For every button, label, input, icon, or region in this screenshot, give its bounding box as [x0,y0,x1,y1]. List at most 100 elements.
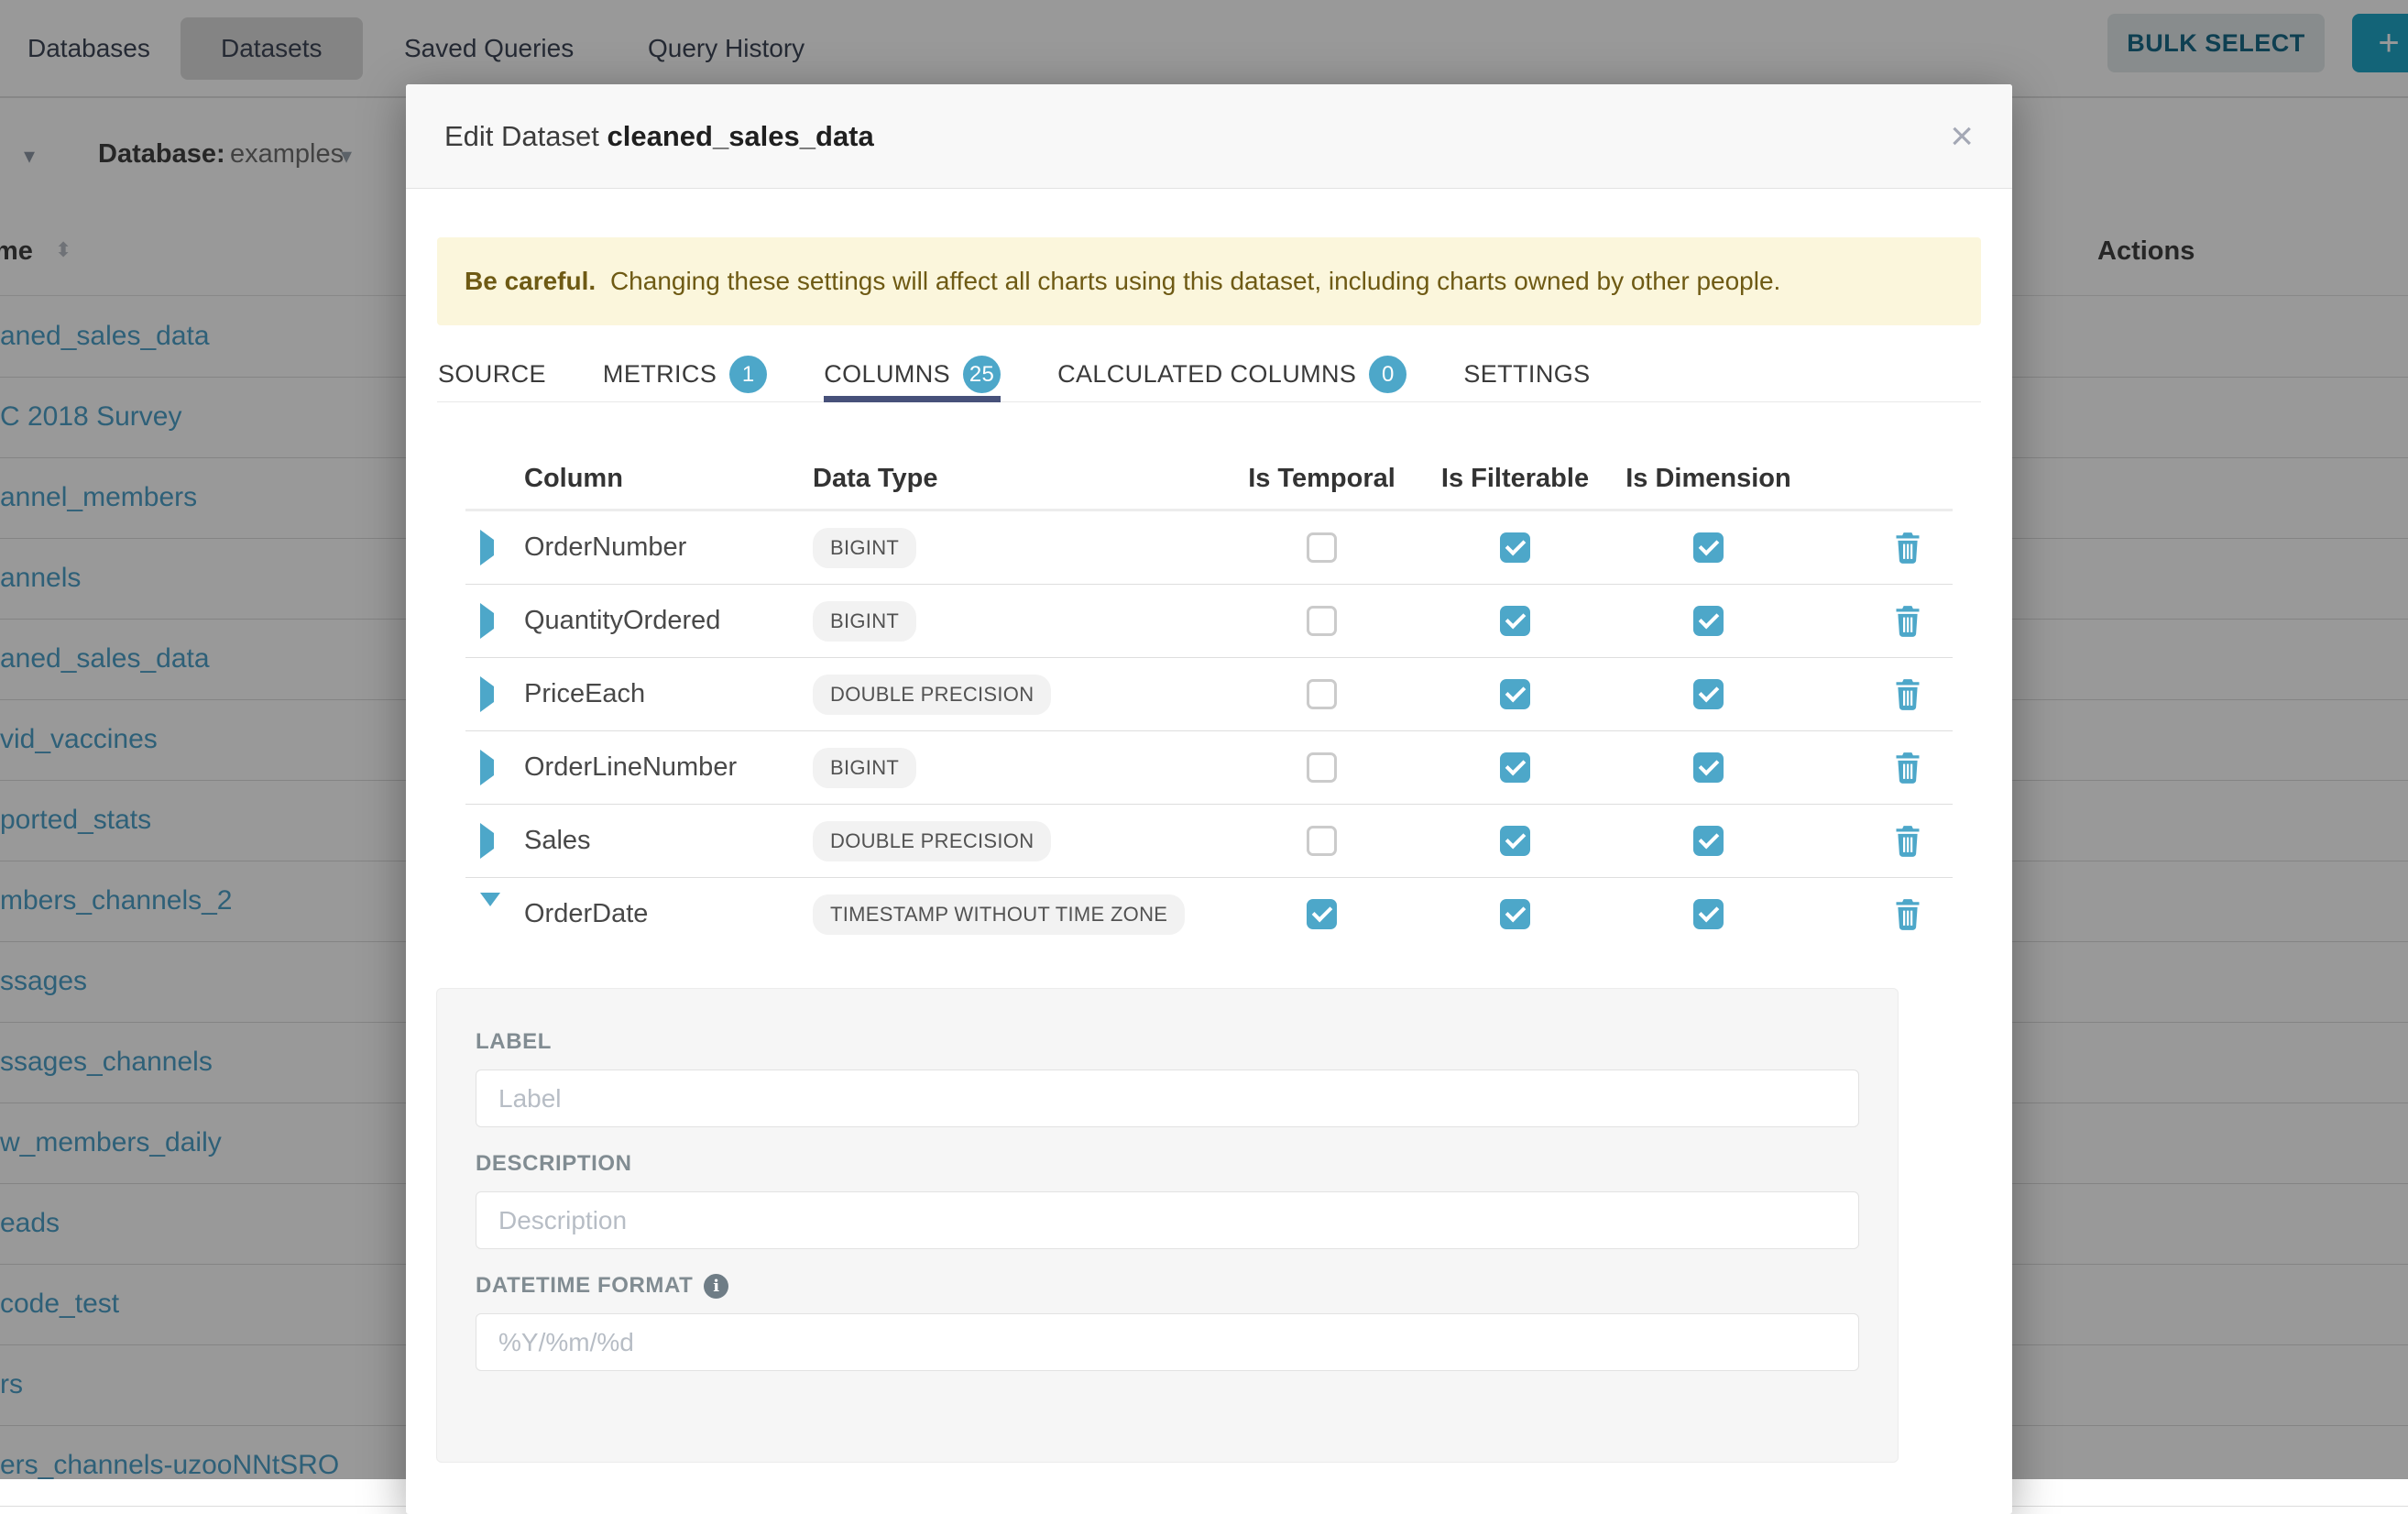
expand-caret-icon[interactable] [480,892,500,922]
dataset-link[interactable]: ssages [0,966,88,996]
column-name: PriceEach [524,679,646,708]
dataset-link[interactable]: eads [0,1208,60,1238]
is-filterable-checkbox[interactable] [1500,532,1530,563]
is-dimension-checkbox[interactable] [1693,826,1724,856]
is-temporal-checkbox[interactable] [1307,899,1337,929]
description-field-label-text: DESCRIPTION [476,1151,632,1176]
dataset-link[interactable]: rs [0,1369,23,1399]
expand-caret-icon[interactable] [480,602,494,639]
column-row: OrderNumber BIGINT [465,511,1953,585]
tab-columns[interactable]: COLUMNS 25 [824,347,1002,402]
dataset-link[interactable]: vid_vaccines [0,724,158,754]
top-nav: Databases Datasets Saved Queries Query Hist… [0,0,2408,98]
name-column-header: me [0,236,33,266]
column-row: PriceEach DOUBLE PRECISION [465,658,1953,731]
expand-caret-icon[interactable] [480,675,494,712]
tab-label: SOURCE [438,360,546,388]
tab-settings[interactable]: SETTINGS [1463,347,1590,401]
dataset-link[interactable]: aned_sales_data [0,321,210,351]
column-name: OrderLineNumber [524,752,738,782]
is-filterable-checkbox[interactable] [1500,826,1530,856]
dataset-link[interactable]: mbers_channels_2 [0,885,233,916]
is-dimension-checkbox[interactable] [1693,752,1724,783]
info-icon[interactable]: i [704,1273,729,1299]
expand-caret-icon[interactable] [480,529,494,565]
modal-title-prefix: Edit Dataset [444,119,599,152]
dataset-link[interactable]: w_members_daily [0,1127,222,1157]
column-name: OrderNumber [524,532,687,562]
add-dataset-button[interactable]: + [2352,14,2408,72]
database-filter-value[interactable]: examples [230,139,345,169]
datetime-format-input[interactable] [476,1313,1859,1371]
is-dimension-checkbox[interactable] [1693,679,1724,709]
is-temporal-checkbox[interactable] [1307,752,1337,783]
column-row: OrderLineNumber BIGINT [465,731,1953,805]
close-icon[interactable]: × [1950,113,1974,159]
trash-icon[interactable] [1894,678,1921,710]
dataset-link[interactable]: annel_members [0,482,198,512]
is-dimension-checkbox[interactable] [1693,899,1724,929]
column-row: OrderDate TIMESTAMP WITHOUT TIME ZONE [465,878,1953,950]
trash-icon[interactable] [1894,898,1921,930]
label-field-label-text: LABEL [476,1029,552,1054]
dataset-link[interactable]: ssages_channels [0,1047,213,1077]
is-temporal-checkbox[interactable] [1307,826,1337,856]
column-name: Sales [524,826,591,855]
bulk-select-button[interactable]: BULK SELECT [2107,14,2325,72]
description-input[interactable] [476,1191,1859,1249]
chevron-down-icon[interactable]: ▾ [341,144,353,169]
modal-body: Be careful. Changing these settings will… [406,237,2012,1463]
expand-caret-icon[interactable] [480,749,494,785]
is-temporal-checkbox[interactable] [1307,532,1337,563]
tab-count-badge: 1 [729,356,768,393]
modal-title: Edit Dataset cleaned_sales_data [444,120,874,153]
is-dimension-checkbox[interactable] [1693,532,1724,563]
columns-table-rows: OrderNumber BIGINT QuantityOrdered BIGIN… [465,511,1953,950]
tab-metrics[interactable]: METRICS 1 [602,347,768,401]
label-input[interactable] [476,1070,1859,1127]
database-filter-label: Database: [98,139,225,169]
tab-calculated-columns[interactable]: CALCULATED COLUMNS 0 [1057,347,1407,401]
nav-item-databases[interactable]: Databases [27,33,150,62]
chevron-down-icon[interactable]: ▾ [24,144,36,169]
datetime-format-label-text: DATETIME FORMAT [476,1273,694,1298]
is-filterable-checkbox[interactable] [1500,899,1530,929]
is-filterable-checkbox[interactable] [1500,752,1530,783]
trash-icon[interactable] [1894,752,1921,784]
is-temporal-checkbox[interactable] [1307,679,1337,709]
datatype-pill: BIGINT [813,527,917,568]
nav-item-saved-queries[interactable]: Saved Queries [404,33,575,62]
is-dimension-checkbox[interactable] [1693,606,1724,636]
column-row: Sales DOUBLE PRECISION [465,805,1953,878]
dataset-link[interactable]: annels [0,563,82,593]
label-field-label: LABEL [476,1029,1859,1055]
is-filterable-checkbox[interactable] [1500,679,1530,709]
nav-item-datasets[interactable]: Datasets [181,0,363,96]
description-field-label: DESCRIPTION [476,1151,1859,1177]
tab-source[interactable]: SOURCE [438,347,546,401]
is-dimension-header: Is Dimension [1625,463,1791,493]
column-name: QuantityOrdered [524,606,721,635]
nav-item-query-history[interactable]: Query History [648,33,805,62]
datatype-header: Data Type [813,463,938,493]
columns-table-header: Column Data Type Is Temporal Is Filterab… [465,448,1953,511]
dataset-link[interactable]: code_test [0,1289,120,1319]
expand-caret-icon[interactable] [480,822,494,859]
dataset-link[interactable]: ported_stats [0,805,152,835]
dataset-link[interactable]: aned_sales_data [0,643,210,674]
warning-bold: Be careful. [465,267,597,295]
sort-icon[interactable]: ⬍ [55,238,72,261]
trash-icon[interactable] [1894,532,1921,564]
is-temporal-checkbox[interactable] [1307,606,1337,636]
trash-icon[interactable] [1894,825,1921,857]
tab-label: SETTINGS [1463,360,1591,388]
dataset-link[interactable]: C 2018 Survey [0,401,182,432]
actions-column-header: Actions [2097,236,2195,266]
tab-label: METRICS [602,360,717,388]
is-filterable-header: Is Filterable [1440,463,1590,493]
trash-icon[interactable] [1894,605,1921,637]
columns-table: Column Data Type Is Temporal Is Filterab… [465,448,1953,950]
dataset-link[interactable]: ers_channels-uzooNNtSRO [0,1450,340,1480]
is-filterable-checkbox[interactable] [1500,606,1530,636]
tab-count-badge: 25 [963,356,1002,393]
